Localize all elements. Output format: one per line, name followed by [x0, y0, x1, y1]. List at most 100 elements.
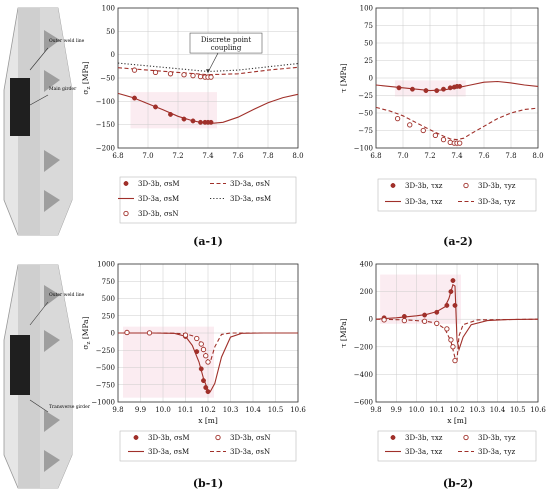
- y-tick-label: −150: [96, 121, 115, 129]
- y-tick-label: −25: [358, 92, 373, 100]
- annotation-arrow: [207, 52, 219, 73]
- legend-marker: [390, 435, 396, 440]
- data-point: [190, 73, 196, 79]
- legend-label: 3D-3a, σsN: [230, 448, 270, 456]
- data-point: [194, 349, 200, 355]
- y-tick-label: 25: [364, 57, 373, 65]
- x-tick-label: 9.8: [112, 406, 123, 414]
- data-point: [181, 72, 187, 78]
- annotation-text: coupling: [211, 44, 242, 52]
- data-point: [444, 302, 450, 308]
- legend-label: 3D-3b, σsN: [138, 210, 178, 218]
- x-tick-label: 10.0: [409, 406, 425, 414]
- panel-caption: (a-1): [193, 235, 223, 248]
- panel-caption: (a-2): [443, 235, 473, 248]
- data-point: [190, 118, 196, 124]
- y-axis-label: σz [MPa]: [81, 316, 92, 349]
- x-tick-label: 10.4: [245, 406, 261, 414]
- illustration-label: Outer weld line: [49, 292, 85, 298]
- legend-marker: [463, 182, 469, 189]
- legend-label: 3D-3a, τyz: [478, 448, 515, 456]
- legend-label: 3D-3a, σsM: [138, 195, 179, 203]
- legend-box: [119, 430, 297, 462]
- data-point: [447, 85, 453, 91]
- x-tick-label: 7.8: [262, 152, 273, 160]
- panel-caption: (b-1): [193, 477, 223, 490]
- data-point: [444, 326, 450, 332]
- x-tick-label: 7.6: [232, 152, 244, 160]
- x-tick-label: 10.1: [429, 406, 445, 414]
- legend-marker: [215, 434, 221, 441]
- legend-label: 3D-3a, τyz: [478, 198, 515, 206]
- data-point: [452, 357, 458, 364]
- data-point: [450, 278, 456, 284]
- data-point: [457, 140, 463, 146]
- illustration-label: Outer weld line: [49, 38, 85, 44]
- y-tick-label: 400: [360, 261, 373, 269]
- legend-label: 3D-3a, τxz: [405, 198, 442, 206]
- y-tick-label: 500: [102, 295, 115, 303]
- data-point: [401, 317, 407, 324]
- data-point: [396, 85, 402, 91]
- legend-label: 3D-3b, τyz: [478, 182, 516, 190]
- data-point: [441, 86, 446, 92]
- x-tick-label: 9.8: [370, 406, 381, 414]
- y-tick-label: 75: [364, 22, 373, 30]
- axes-frame: [375, 263, 539, 403]
- highlight-band: [394, 80, 466, 97]
- legend-box: [377, 178, 537, 212]
- data-point: [448, 289, 454, 295]
- data-point: [208, 74, 214, 80]
- legend-marker: [123, 210, 129, 217]
- x-tick-label: 10.4: [490, 406, 506, 414]
- x-tick-label: 10.5: [268, 406, 284, 414]
- axes-frame: [375, 7, 539, 149]
- data-point: [452, 302, 458, 308]
- data-point: [434, 309, 440, 315]
- chart-panel-a1: 6.8 7.0 7.2 7.4 7.6 7.8 8.0 −200 −150 −100 −50 0 50 1…: [81, 5, 304, 249]
- legend-label: 3D-3a, σsM: [148, 448, 189, 456]
- y-tick-label: 0: [369, 316, 373, 324]
- data-point: [394, 115, 401, 122]
- x-tick-label: 10.2: [200, 406, 216, 414]
- legend-box: [119, 176, 297, 224]
- data-point: [203, 353, 209, 359]
- illustration-label: Transverse girder: [49, 404, 91, 410]
- x-tick-label: 7.0: [397, 152, 408, 160]
- y-tick-label: −500: [96, 364, 115, 372]
- data-point: [152, 69, 159, 76]
- data-point: [197, 73, 204, 80]
- x-tick-label: 10.1: [178, 406, 194, 414]
- data-point: [457, 83, 463, 89]
- panel-caption: (b-2): [443, 477, 473, 490]
- legend-label: 3D-3a, τxz: [405, 448, 442, 456]
- y-tick-label: −250: [96, 347, 115, 355]
- y-tick-label: 0: [111, 330, 115, 338]
- legend-marker: [133, 435, 139, 440]
- legend-label: 3D-3a, σsN: [230, 180, 270, 188]
- legend-marker: [123, 181, 129, 186]
- data-point: [407, 122, 413, 128]
- chart-panel-b2: 9.8 9.9 10.0 10.1 10.2 10.3 10.4 10.5 10.6 −600 −4…: [339, 261, 546, 491]
- data-point: [410, 86, 415, 92]
- legend-label: 3D-3b, τxz: [405, 434, 443, 442]
- legend-marker: [390, 183, 396, 188]
- y-tick-label: −50: [358, 110, 373, 118]
- data-point: [423, 88, 429, 94]
- y-axis-label: τ [MPa]: [339, 318, 348, 347]
- x-tick-label: 7.4: [451, 152, 463, 160]
- y-tick-label: −400: [354, 371, 373, 379]
- data-point: [194, 335, 200, 342]
- x-tick-label: 7.6: [478, 152, 490, 160]
- legend-label: 3D-3b, σsM: [138, 180, 179, 188]
- legend-label: 3D-3b, σsM: [148, 434, 189, 442]
- series-line: [375, 283, 539, 352]
- data-point: [208, 119, 214, 125]
- data-point: [434, 320, 440, 326]
- y-tick-label: 0: [369, 75, 373, 83]
- data-point: [124, 329, 130, 336]
- data-point: [422, 312, 428, 318]
- y-tick-label: −75: [358, 127, 373, 135]
- data-point: [434, 88, 440, 94]
- girder-illustration-a: Outer weld line Main girder: [3, 7, 85, 236]
